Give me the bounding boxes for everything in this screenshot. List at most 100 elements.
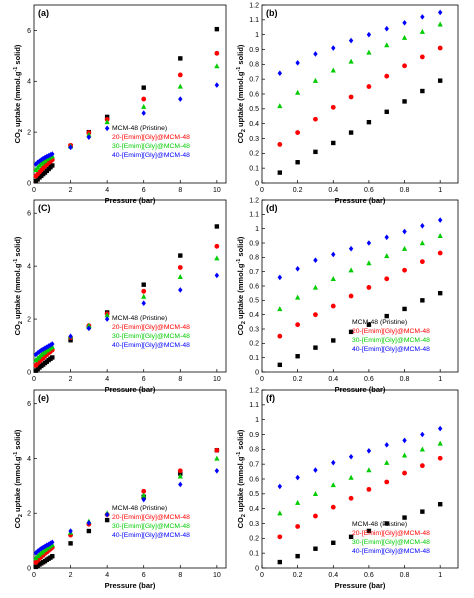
data-point <box>277 274 283 281</box>
data-point <box>214 82 220 88</box>
data-point <box>313 345 318 350</box>
data-point <box>50 163 55 168</box>
y-tick-label: 0.2 <box>249 341 259 348</box>
x-tick-label: 0 <box>260 187 264 194</box>
data-point <box>437 78 443 83</box>
series-3 <box>33 82 220 167</box>
data-point <box>44 542 49 549</box>
data-point <box>313 312 318 318</box>
data-point <box>366 285 372 290</box>
x-tick-label: 0.6 <box>364 572 374 579</box>
y-tick-label: 0.8 <box>249 62 259 69</box>
data-point <box>384 109 389 114</box>
series-1 <box>33 50 220 179</box>
legend-entry: 30-[Emim][Gly]@MCM-48 <box>352 337 430 344</box>
data-point <box>295 89 301 95</box>
data-point <box>295 499 301 505</box>
data-point <box>141 496 146 503</box>
data-point <box>366 528 372 534</box>
data-point <box>178 96 183 102</box>
y-tick-label: 0 <box>27 565 31 572</box>
data-point <box>214 26 220 32</box>
data-point <box>420 509 425 514</box>
data-point <box>384 253 390 259</box>
data-point <box>104 119 110 125</box>
y-tick-label: 0.3 <box>249 521 259 528</box>
series-0 <box>33 26 220 184</box>
data-point <box>384 73 390 79</box>
y-tick-label: 0.9 <box>249 240 259 247</box>
x-axis-title: Pressure (bar) <box>335 385 386 394</box>
data-point <box>402 306 407 312</box>
data-point <box>348 130 354 135</box>
y-tick-label: 1.2 <box>249 197 259 204</box>
x-tick-label: 0.6 <box>364 376 374 383</box>
plot-frame <box>261 4 459 184</box>
y-tick-label: 1.1 <box>249 402 259 409</box>
series-2 <box>33 63 220 172</box>
data-point <box>295 60 300 66</box>
data-point <box>68 333 73 340</box>
data-point <box>330 67 336 73</box>
data-point <box>437 440 443 446</box>
series-1 <box>277 250 443 339</box>
x-tick-label: 0.4 <box>328 187 338 194</box>
data-point <box>419 259 425 265</box>
y-tick-label: 0.5 <box>249 298 259 305</box>
data-point <box>214 447 220 453</box>
data-point <box>437 21 443 27</box>
data-point <box>366 31 372 38</box>
plot-frame <box>33 389 227 569</box>
data-point <box>141 492 147 498</box>
y-tick-label: 0.2 <box>249 536 259 543</box>
data-point <box>366 486 372 492</box>
data-point <box>104 517 110 523</box>
data-point <box>177 468 183 474</box>
x-tick-label: 0 <box>260 572 264 579</box>
data-point <box>86 131 92 137</box>
data-point <box>33 550 39 556</box>
data-point <box>40 155 46 162</box>
x-axis-title: Pressure (bar) <box>105 196 156 205</box>
series-2 <box>277 440 443 516</box>
data-point <box>68 144 73 151</box>
data-point <box>178 56 183 61</box>
data-point <box>348 453 354 460</box>
legend-entry: 40-[Emim][Gly]@MCM-48 <box>112 342 190 349</box>
data-point <box>331 140 336 146</box>
panel-e: (e) 0 2 4 6 8 10 0 2 4 6 Pressure (bar) CO2 uptake (… <box>13 389 227 590</box>
data-point <box>313 513 318 519</box>
data-point <box>366 448 372 454</box>
data-point <box>366 49 372 55</box>
data-point <box>366 84 372 89</box>
x-tick-label: 2 <box>69 187 73 194</box>
data-point <box>313 116 318 122</box>
x-tick-label: 0 <box>32 187 36 194</box>
data-point <box>50 341 55 347</box>
data-point <box>214 50 220 56</box>
data-point <box>177 473 183 479</box>
data-point <box>384 313 389 319</box>
plot-frame <box>33 4 227 184</box>
data-point <box>104 316 110 322</box>
panel-b: (b) 0 0.2 0.4 0.6 0.8 1 0 0.1 0.2 0.3 0.4 0.5 0.6 0.7 0… <box>236 2 459 205</box>
y-tick-label: 0.8 <box>249 255 259 262</box>
data-point <box>384 42 390 48</box>
y-tick-label: 1 <box>255 226 259 233</box>
x-tick-label: 0.6 <box>364 187 374 194</box>
y-tick-label: 0.2 <box>249 151 259 158</box>
data-point <box>384 521 389 526</box>
data-point <box>44 153 49 160</box>
data-point <box>178 287 183 293</box>
data-point <box>295 322 301 328</box>
y-tick-label: 2 <box>27 316 31 323</box>
series-0 <box>277 290 443 368</box>
data-point <box>313 257 318 263</box>
y-tick-label: 0.7 <box>249 462 259 469</box>
data-point <box>178 481 183 488</box>
legend: MCM-48 (Pristine) 20-[Emim][Gly]@MCM-48 30… <box>352 521 430 555</box>
x-tick-label: 0.4 <box>328 376 338 383</box>
data-point <box>214 255 220 261</box>
y-tick-label: 1 <box>255 417 259 424</box>
data-point <box>86 520 92 526</box>
